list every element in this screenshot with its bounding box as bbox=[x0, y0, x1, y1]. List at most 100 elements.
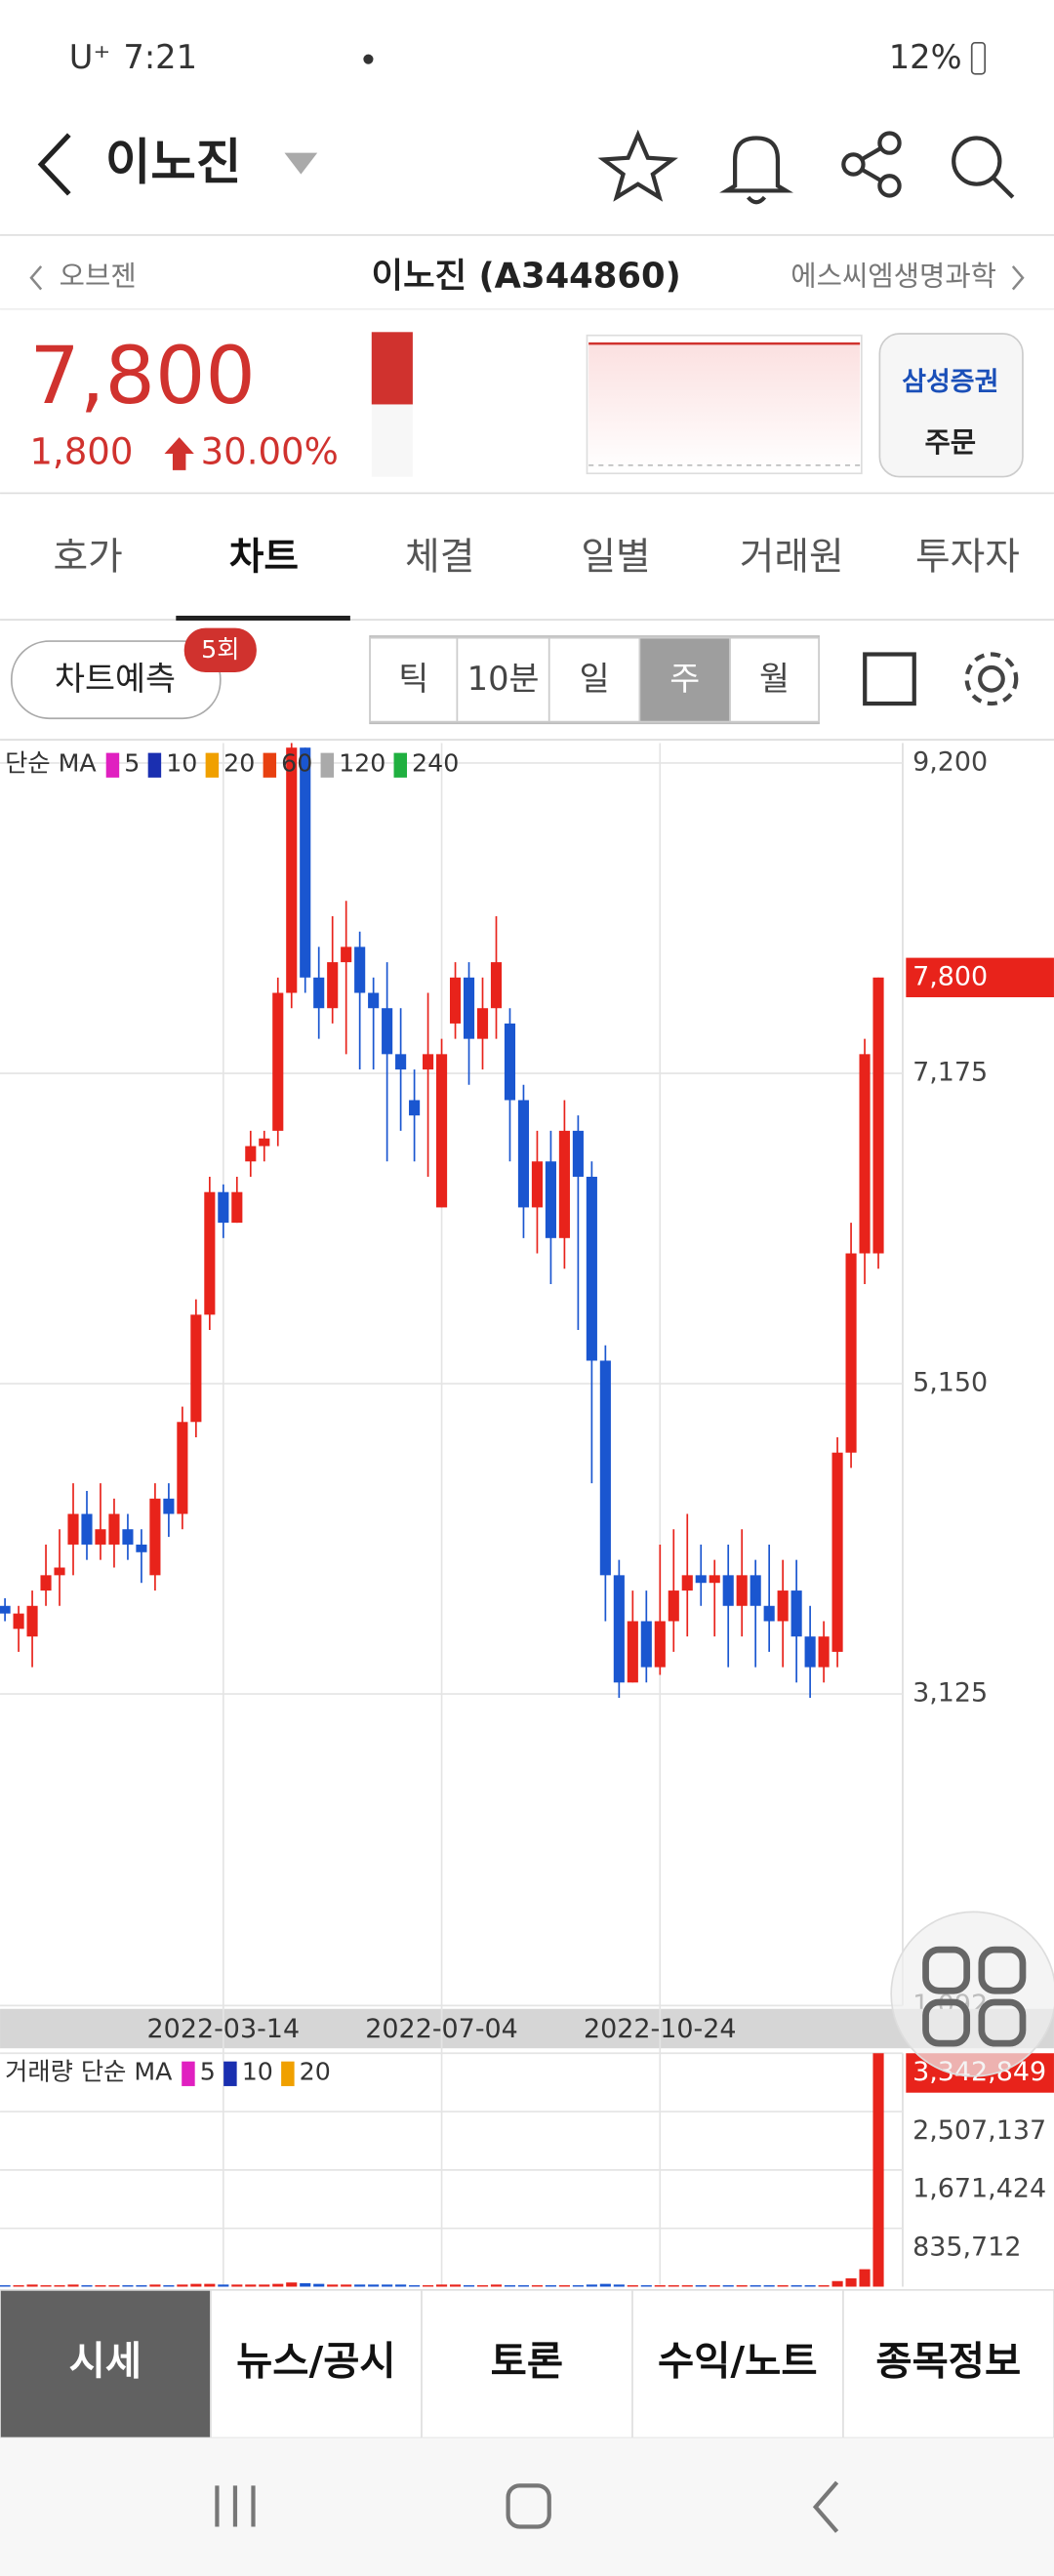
next-stock[interactable]: 에스씨엠생명과학 bbox=[790, 260, 996, 293]
tab[interactable]: 거래원 bbox=[740, 535, 844, 579]
candle-body bbox=[26, 1605, 38, 1637]
legend-item: 5 bbox=[200, 2057, 216, 2085]
square-icon[interactable] bbox=[863, 652, 916, 706]
predict-button[interactable] bbox=[10, 640, 222, 720]
order: 주문 bbox=[924, 425, 976, 459]
carrier: U⁺ bbox=[69, 38, 110, 76]
volume-bar bbox=[804, 2285, 816, 2287]
y-tick-label: 3,125 bbox=[912, 1678, 988, 1709]
volume-bar bbox=[558, 2285, 570, 2287]
star-icon[interactable] bbox=[597, 129, 678, 202]
candle-body bbox=[790, 1590, 802, 1637]
bottom-tab[interactable] bbox=[210, 2289, 423, 2439]
system-buttons[interactable] bbox=[215, 2480, 839, 2533]
legend-item: 10 bbox=[166, 748, 197, 777]
bottom-tab-label: 토론 bbox=[491, 2338, 563, 2385]
tab[interactable]: 호가 bbox=[54, 535, 123, 579]
candle-body bbox=[354, 946, 366, 993]
bottom-tab-label: 수익/노트 bbox=[658, 2338, 818, 2385]
y-tick-label: 9,200 bbox=[912, 746, 988, 777]
candle-body bbox=[231, 1191, 243, 1224]
volume-bar bbox=[382, 2284, 393, 2287]
bottom-tab[interactable] bbox=[842, 2289, 1054, 2439]
volume-bar bbox=[436, 2284, 448, 2287]
volume-bar bbox=[163, 2285, 175, 2287]
volume-bar bbox=[13, 2285, 24, 2287]
candle-body bbox=[586, 1176, 597, 1361]
order-button[interactable] bbox=[878, 333, 1024, 478]
bottom-tabs: 시세 뉴스/공시 토론 수익/노트 종목정보 bbox=[0, 2289, 1054, 2439]
volume-bar bbox=[423, 2285, 434, 2287]
back[interactable] bbox=[37, 133, 71, 196]
period: 주 bbox=[669, 660, 700, 698]
dropdown[interactable] bbox=[284, 152, 318, 175]
candle-body bbox=[613, 1575, 625, 1683]
date-strip bbox=[0, 2008, 1054, 2049]
y-tick-label: 5,150 bbox=[912, 1368, 988, 1398]
tab[interactable]: 투자자 bbox=[915, 535, 1020, 579]
candle-body bbox=[423, 1054, 434, 1070]
candle-body bbox=[341, 946, 352, 963]
tabs: 호가 차트 체결 일별 거래원 투자자 bbox=[54, 535, 1020, 579]
candle-body bbox=[545, 1161, 556, 1238]
candle-body bbox=[300, 747, 311, 978]
price: 7,800 bbox=[29, 331, 255, 423]
settings-icon[interactable] bbox=[964, 652, 1019, 706]
candle-body bbox=[476, 1008, 489, 1039]
period-cell[interactable] bbox=[547, 636, 641, 723]
volume-bar bbox=[368, 2284, 380, 2287]
volume-bar bbox=[136, 2285, 147, 2287]
mini-area bbox=[588, 343, 861, 472]
period-cell[interactable] bbox=[369, 636, 459, 723]
volume-bar bbox=[108, 2285, 120, 2287]
period: 일 bbox=[580, 660, 610, 698]
period-cell[interactable] bbox=[729, 636, 820, 723]
tab[interactable]: 체결 bbox=[405, 535, 474, 579]
volume-bar bbox=[67, 2284, 79, 2287]
volume-bar bbox=[722, 2285, 734, 2287]
volume-bar bbox=[627, 2285, 638, 2287]
prev-arrow[interactable] bbox=[29, 265, 43, 291]
bottom-tab-label: 종목정보 bbox=[875, 2338, 1021, 2385]
volume-bar bbox=[572, 2285, 584, 2287]
candle-body bbox=[327, 962, 339, 1009]
legend-label: 단순 MA bbox=[5, 748, 97, 777]
volume-bar bbox=[831, 2280, 843, 2287]
tab[interactable]: 차트 bbox=[229, 535, 299, 579]
candle-body bbox=[750, 1575, 761, 1606]
zoom-button[interactable] bbox=[890, 1911, 1054, 2077]
change: 1,800 bbox=[29, 430, 133, 472]
candle-body bbox=[436, 1054, 448, 1208]
candle-body bbox=[245, 1146, 257, 1162]
volume-bar bbox=[599, 2283, 611, 2287]
share-icon[interactable] bbox=[841, 131, 902, 198]
volume-bar bbox=[95, 2285, 106, 2287]
volume-bar bbox=[449, 2284, 462, 2287]
legend-item: 60 bbox=[281, 748, 312, 777]
next-arrow[interactable] bbox=[1011, 265, 1025, 291]
bottom-tab[interactable] bbox=[421, 2289, 633, 2439]
bell-icon[interactable] bbox=[719, 136, 793, 205]
bottom-tab[interactable] bbox=[0, 2289, 212, 2439]
volume-bar bbox=[790, 2285, 802, 2287]
volume-bar bbox=[177, 2284, 188, 2287]
legend-swatch bbox=[281, 2061, 295, 2086]
change-pct: 30.00% bbox=[201, 430, 339, 472]
prev-stock[interactable]: 오브젠 bbox=[60, 260, 137, 293]
volume-bar bbox=[476, 2285, 489, 2287]
tab[interactable]: 일별 bbox=[581, 535, 650, 579]
candle-body bbox=[409, 1100, 421, 1116]
candle-body bbox=[654, 1621, 666, 1668]
legend-label: 거래량 단순 MA bbox=[5, 2057, 173, 2085]
search-icon[interactable] bbox=[952, 136, 1015, 199]
predict: 차트예측 bbox=[55, 660, 176, 698]
legend-item: 10 bbox=[242, 2057, 273, 2085]
period: 틱 bbox=[398, 660, 428, 698]
candle-body bbox=[722, 1575, 734, 1606]
volume-bar bbox=[341, 2284, 352, 2287]
system-nav bbox=[0, 2437, 1054, 2576]
candle-body bbox=[531, 1161, 544, 1208]
candle-body bbox=[695, 1575, 707, 1584]
bottom-tab[interactable] bbox=[631, 2289, 844, 2439]
